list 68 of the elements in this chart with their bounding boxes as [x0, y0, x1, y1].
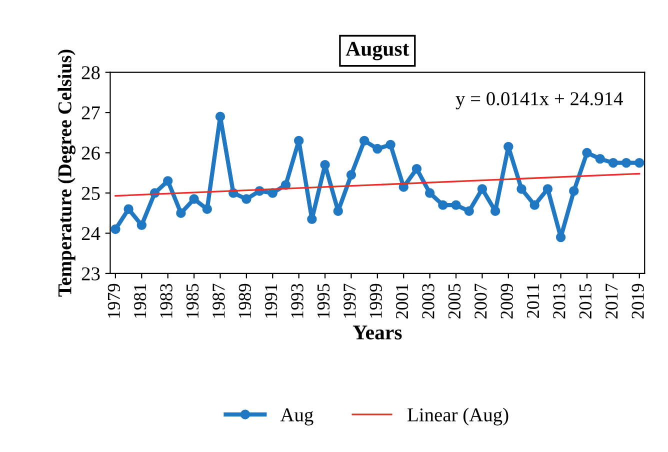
point — [320, 160, 330, 170]
point — [333, 206, 343, 216]
x-tick-label: 1991 — [265, 284, 278, 318]
y-tick-label: 28 — [82, 66, 100, 80]
x-tick-label: 2005 — [448, 284, 461, 318]
x-tick-label: 1989 — [238, 284, 251, 318]
point — [372, 144, 382, 154]
legend-label: Aug — [280, 408, 314, 426]
point — [215, 112, 226, 122]
x-tick-label: 1987 — [212, 284, 225, 318]
point — [110, 224, 120, 234]
point — [595, 154, 605, 164]
x-tick-label: 2013 — [553, 284, 566, 318]
point — [516, 184, 526, 194]
point — [464, 206, 474, 216]
x-tick-label: 1995 — [317, 284, 330, 318]
point — [202, 204, 212, 214]
point — [386, 140, 396, 150]
y-tick-label: 23 — [82, 267, 100, 280]
x-tick-label: 1997 — [344, 284, 356, 318]
x-tick-label: 2011 — [526, 284, 540, 318]
point — [569, 186, 579, 196]
x-tick-label: 2009 — [500, 284, 513, 318]
point — [242, 194, 252, 204]
point — [438, 200, 448, 210]
point — [530, 200, 540, 210]
point — [294, 136, 304, 146]
point — [124, 204, 134, 214]
x-tick-label: 2001 — [396, 284, 408, 318]
point — [477, 184, 488, 194]
y-tick-label: 24 — [82, 227, 100, 240]
x-tick-label: 1979 — [108, 284, 120, 318]
point — [451, 200, 461, 210]
y-tick-label: 25 — [82, 186, 100, 200]
annotation: y = 0.0141x + 24.914 — [456, 92, 623, 110]
point — [556, 232, 566, 242]
point — [189, 194, 199, 204]
point — [307, 214, 317, 224]
point — [608, 158, 618, 168]
x-tick-label: 1999 — [370, 284, 382, 318]
x-tick-label: 1981 — [134, 284, 146, 318]
point — [634, 158, 644, 168]
x-tick-label: 2019 — [632, 284, 644, 318]
x-tick-label: 2007 — [474, 284, 487, 318]
point — [424, 188, 435, 198]
point — [359, 136, 370, 146]
point — [582, 148, 592, 158]
point — [136, 220, 147, 230]
point — [176, 208, 186, 218]
point — [412, 164, 422, 174]
x-tick-label: 2017 — [606, 284, 618, 318]
y-tick-label: 26 — [82, 146, 100, 160]
point — [504, 142, 514, 152]
x-tick-label: 1985 — [186, 284, 199, 318]
point — [346, 170, 356, 180]
x-tick-label: 1993 — [291, 284, 304, 318]
y-tick-label: 27 — [82, 106, 100, 120]
y-axis-title: Temperature (Degree Celsius) — [58, 50, 76, 297]
point — [621, 158, 632, 168]
x-tick-label: 1983 — [160, 284, 172, 318]
point — [542, 184, 553, 194]
x-axis-title: Years — [352, 326, 402, 340]
chart-title: August — [346, 42, 410, 60]
x-tick-label: 2015 — [579, 284, 592, 318]
point — [162, 176, 173, 186]
x-tick-label: 2003 — [422, 284, 434, 318]
point — [490, 206, 500, 216]
legend-label: Linear (Aug) — [408, 408, 508, 426]
